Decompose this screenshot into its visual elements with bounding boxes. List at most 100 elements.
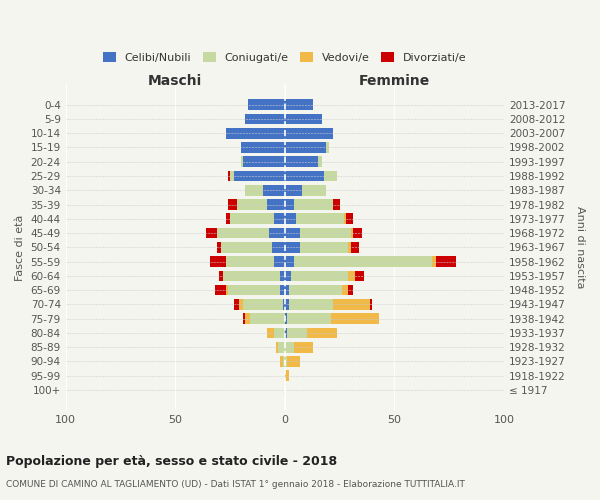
Y-axis label: Fasce di età: Fasce di età [15,214,25,280]
Bar [228,170,230,181]
Bar [300,242,349,252]
Bar [342,285,349,296]
Bar [245,114,285,124]
Bar [210,256,226,267]
Bar [285,256,293,267]
Bar [302,185,326,196]
Bar [215,285,226,296]
Bar [285,114,322,124]
Bar [349,285,353,296]
Bar [353,228,362,238]
Bar [280,285,285,296]
Bar [245,314,250,324]
Bar [230,170,235,181]
Bar [350,228,353,238]
Bar [285,342,293,352]
Bar [431,256,436,267]
Bar [221,242,272,252]
Bar [349,270,355,281]
Bar [285,170,324,181]
Bar [285,270,292,281]
Bar [333,199,340,210]
Text: COMUNE DI CAMINO AL TAGLIAMENTO (UD) - Dati ISTAT 1° gennaio 2018 - Elaborazione: COMUNE DI CAMINO AL TAGLIAMENTO (UD) - D… [6,480,465,489]
Bar [226,128,285,138]
Bar [283,356,285,367]
Bar [228,199,236,210]
Bar [293,199,333,210]
Bar [370,299,373,310]
Bar [285,314,287,324]
Bar [285,285,289,296]
Bar [274,256,285,267]
Bar [287,356,300,367]
Bar [349,242,350,252]
Bar [285,185,302,196]
Bar [317,156,322,167]
Text: Femmine: Femmine [359,74,430,88]
Bar [285,142,326,153]
Legend: Celibi/Nubili, Coniugati/e, Vedovi/e, Divorziati/e: Celibi/Nubili, Coniugati/e, Vedovi/e, Di… [98,48,472,68]
Bar [241,156,243,167]
Bar [263,185,285,196]
Bar [285,370,289,381]
Bar [239,299,243,310]
Bar [285,328,287,338]
Bar [307,328,337,338]
Bar [346,214,353,224]
Bar [243,156,285,167]
Bar [355,270,364,281]
Bar [287,328,307,338]
Y-axis label: Anni di nascita: Anni di nascita [575,206,585,288]
Bar [274,214,285,224]
Bar [285,356,287,367]
Bar [248,100,285,110]
Bar [293,342,313,352]
Bar [285,100,313,110]
Bar [289,299,333,310]
Bar [326,142,329,153]
Bar [250,314,285,324]
Bar [296,214,344,224]
Bar [235,170,285,181]
Bar [278,342,285,352]
Bar [324,170,337,181]
Bar [228,285,280,296]
Bar [223,270,280,281]
Bar [283,299,285,310]
Bar [272,242,285,252]
Bar [217,228,269,238]
Bar [350,242,359,252]
Bar [280,270,285,281]
Bar [226,256,274,267]
Bar [285,214,296,224]
Bar [292,270,349,281]
Bar [245,185,263,196]
Bar [243,299,283,310]
Bar [285,228,300,238]
Bar [285,242,300,252]
Text: Popolazione per età, sesso e stato civile - 2018: Popolazione per età, sesso e stato civil… [6,455,337,468]
Bar [276,342,278,352]
Bar [280,356,283,367]
Bar [436,256,456,267]
Bar [344,214,346,224]
Bar [267,199,285,210]
Bar [331,314,379,324]
Bar [217,242,221,252]
Bar [241,142,285,153]
Bar [219,270,223,281]
Bar [285,199,293,210]
Bar [267,328,274,338]
Bar [300,228,350,238]
Bar [285,299,289,310]
Bar [285,156,317,167]
Bar [293,256,431,267]
Bar [226,285,228,296]
Bar [274,328,285,338]
Bar [236,199,267,210]
Text: Maschi: Maschi [148,74,202,88]
Bar [226,214,230,224]
Bar [333,299,370,310]
Bar [269,228,285,238]
Bar [230,214,274,224]
